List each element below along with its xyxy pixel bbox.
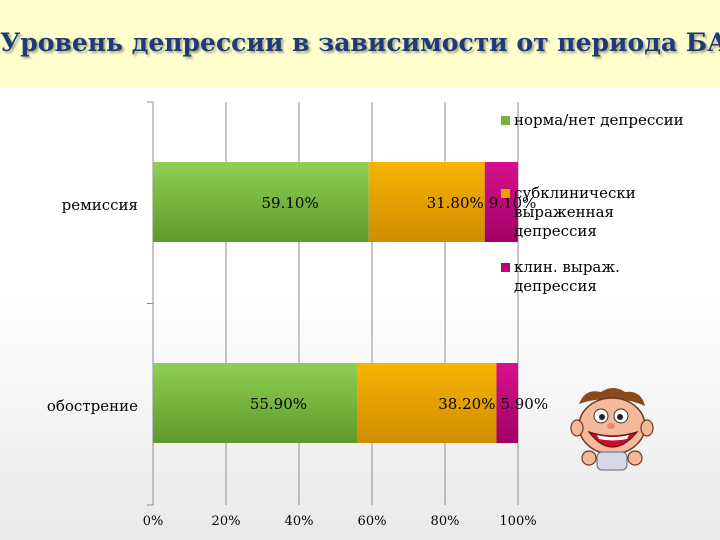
x-tick-label: 0% (143, 514, 164, 529)
bar-segment (153, 162, 369, 242)
bar-segment (368, 162, 485, 242)
data-label: 38.20% (438, 395, 495, 413)
data-label: 5.90% (500, 395, 548, 413)
legend: норма/нет депрессии субклинически выраженн… (501, 111, 684, 295)
legend-label: субклинически выраженная депрессия (514, 184, 636, 240)
legend-label: клин. выраж. депрессия (514, 258, 620, 295)
slide-title: Уровень депрессии в зависимости от перио… (0, 28, 720, 57)
x-tick-label: 40% (285, 514, 314, 529)
legend-swatch (501, 116, 510, 125)
data-label: 9.10% (489, 194, 537, 212)
category-label: ремиссия (62, 196, 138, 214)
bar-segment (484, 162, 518, 242)
bar-segment (496, 363, 518, 443)
bar-segment (153, 363, 358, 443)
legend-label: норма/нет депрессии (514, 111, 684, 129)
x-tick-label: 100% (499, 514, 536, 529)
legend-swatch (501, 263, 510, 272)
x-tick-label: 80% (431, 514, 460, 529)
data-label: 31.80% (427, 194, 484, 212)
bar-segment (357, 363, 497, 443)
legend-swatch (501, 189, 510, 198)
title-bar: Уровень депрессии в зависимости от перио… (0, 0, 720, 88)
data-label: 55.90% (250, 395, 307, 413)
cartoon-boy-icon (570, 388, 654, 471)
x-tick-label: 20% (212, 514, 241, 529)
category-label: обострение (47, 397, 138, 415)
x-tick-label: 60% (358, 514, 387, 529)
data-labels: 59.10% 31.80% 9.10% 55.90% 38.20% 5.90% (250, 194, 548, 413)
data-label: 59.10% (262, 194, 319, 212)
bars (153, 162, 518, 443)
